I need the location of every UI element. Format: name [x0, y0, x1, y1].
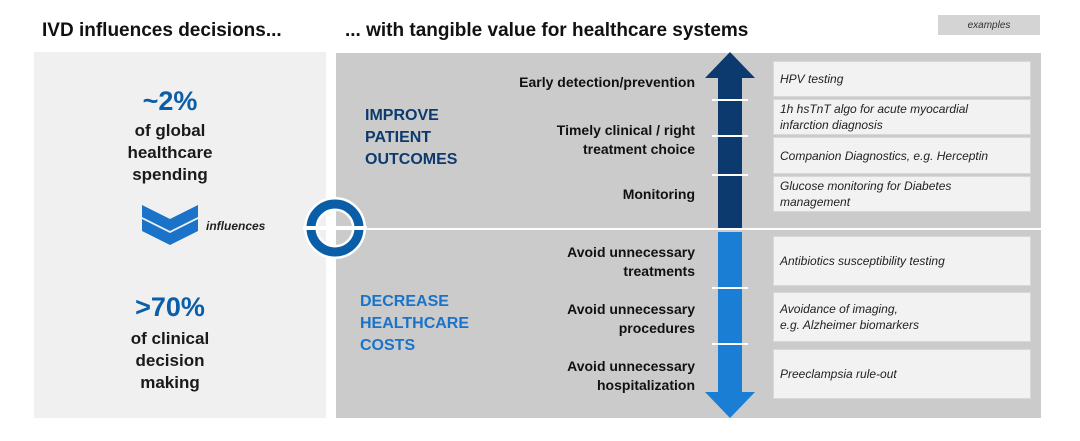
example-box: Antibiotics susceptibility testing	[773, 236, 1031, 286]
example-box: Companion Diagnostics, e.g. Herceptin	[773, 137, 1031, 174]
outcome-avoid-procedures: Avoid unnecessary procedures	[567, 301, 695, 336]
outcome-avoid-treatments: Avoid unnecessary treatments	[567, 244, 695, 279]
outcome-early-detection: Early detection/prevention	[519, 74, 695, 90]
cycle-icon	[303, 197, 367, 259]
example-box: Glucose monitoring for Diabetes manageme…	[773, 176, 1031, 212]
spending-share-caption: of global healthcare spending	[127, 121, 213, 184]
up-arrow-icon	[705, 52, 755, 228]
decrease-costs-title: DECREASE HEALTHCARE COSTS	[360, 293, 470, 354]
down-arrow-icon	[705, 232, 755, 418]
example-box: HPV testing	[773, 61, 1031, 97]
decision-share-value: >70%	[135, 292, 205, 322]
example-box: Avoidance of imaging, e.g. Alzheimer bio…	[773, 292, 1031, 342]
outcome-avoid-hospitalization: Avoid unnecessary hospitalization	[567, 358, 695, 393]
example-box: 1h hsTnT algo for acute myocardial infar…	[773, 99, 1031, 135]
left-heading: IVD influences decisions...	[42, 20, 282, 41]
example-box: Preeclampsia rule-out	[773, 349, 1031, 399]
outcome-monitoring: Monitoring	[622, 186, 695, 202]
improve-outcomes-title: IMPROVE PATIENT OUTCOMES	[365, 107, 458, 168]
value-axis-arrow	[705, 52, 755, 418]
outcome-timely-treatment: Timely clinical / right treatment choice	[556, 122, 695, 157]
spending-share-value: ~2%	[142, 86, 198, 116]
influences-label: influences	[206, 219, 266, 233]
examples-tag: examples	[938, 15, 1040, 35]
chevron-down-icon	[142, 205, 198, 245]
right-heading: ... with tangible value for healthcare s…	[345, 20, 749, 41]
decision-share-caption: of clinical decision making	[130, 329, 210, 392]
